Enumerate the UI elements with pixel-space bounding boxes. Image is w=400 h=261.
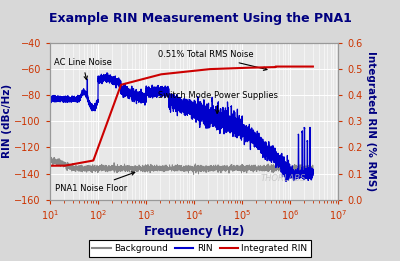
Text: PNA1 Noise Floor: PNA1 Noise Floor	[56, 172, 135, 193]
X-axis label: Frequency (Hz): Frequency (Hz)	[144, 225, 244, 238]
Text: AC Line Noise: AC Line Noise	[54, 58, 112, 80]
Text: Example RIN Measurement Using the PNA1: Example RIN Measurement Using the PNA1	[48, 12, 352, 25]
Text: Switch Mode Power Supplies: Switch Mode Power Supplies	[158, 91, 278, 114]
Text: 0.51% Total RMS Noise: 0.51% Total RMS Noise	[158, 50, 267, 70]
Legend: Background, RIN, Integrated RIN: Background, RIN, Integrated RIN	[89, 240, 311, 257]
Y-axis label: RIN (dBc/Hz): RIN (dBc/Hz)	[2, 84, 12, 158]
Y-axis label: Integrated RIN (% RMS): Integrated RIN (% RMS)	[366, 51, 376, 191]
Text: THORLABS: THORLABS	[260, 174, 306, 183]
